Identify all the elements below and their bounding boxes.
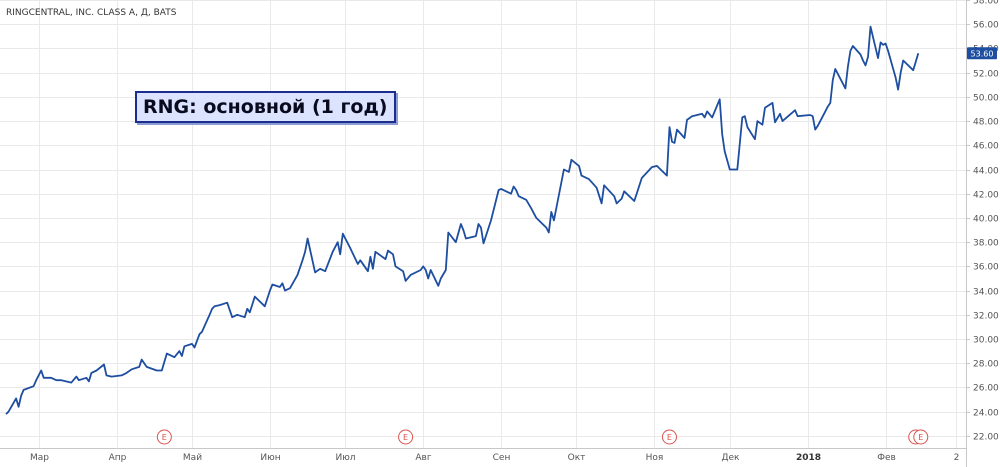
earnings-event-icon[interactable] [156,429,172,445]
x-tick-label: 2018 [796,453,821,463]
x-tick-label: Апр [109,453,127,463]
y-tick-label: 46.00 [973,142,999,152]
y-tick-label: 48.00 [973,118,999,128]
earnings-event-label: E [918,433,923,442]
x-tick-label: Июн [260,453,280,463]
earnings-markers: EEEEE [156,429,929,445]
x-tick-label: Авг [415,453,431,463]
earnings-event-icon[interactable] [913,429,929,445]
chart-grid [0,0,966,448]
x-tick-label: Июл [335,453,355,463]
y-tick-label: 58.00 [973,0,999,7]
last-price-text: 53.60 [971,49,994,58]
y-tick-label: 24.00 [973,409,999,419]
x-tick-label: Ноя [646,453,664,463]
y-tick-label: 44.00 [973,167,999,177]
symbol-label: RINGCENTRAL, INC. CLASS A, Д, BATS [6,8,177,18]
x-tick-label: Дек [721,453,740,463]
last-price-badge [967,47,997,60]
x-tick-label: Мар [30,453,49,463]
y-tick-label: 30.00 [973,336,999,346]
y-tick-label: 50.00 [973,94,999,104]
x-tick-label: Фев [877,453,896,463]
price-series-line[interactable] [5,25,920,415]
earnings-event-label: E [162,433,167,442]
x-tick-label: 2 [954,453,960,463]
earnings-event-label: E [667,433,672,442]
earnings-event-label: E [403,433,408,442]
x-tick-label: Окт [568,453,586,463]
y-tick-label: 42.00 [973,191,999,201]
y-tick-label: 40.00 [973,215,999,225]
y-tick-label: 34.00 [973,288,999,298]
x-axis-ticks: Мар Апр Май Июн Июл Авг Сен Окт Ноя Дек 2018 Фев 2 [30,453,959,463]
y-tick-label: 36.00 [973,263,999,273]
chart-title: RNG: основной (1 год) [135,91,396,123]
y-tick-label: 22.00 [973,433,999,443]
y-tick-label: 28.00 [973,360,999,370]
y-tick-label: 32.00 [973,312,999,322]
earnings-event-icon[interactable] [661,429,677,445]
y-tick-label: 38.00 [973,239,999,249]
x-tick-label: Май [183,453,202,463]
x-tick-label: Сен [493,453,511,463]
last-price-label: 53.60 [967,47,997,60]
y-tick-label: 26.00 [973,384,999,394]
earnings-event-icon[interactable] [398,429,414,445]
y-tick-label: 52.00 [973,70,999,80]
y-tick-label: 56.00 [973,21,999,31]
